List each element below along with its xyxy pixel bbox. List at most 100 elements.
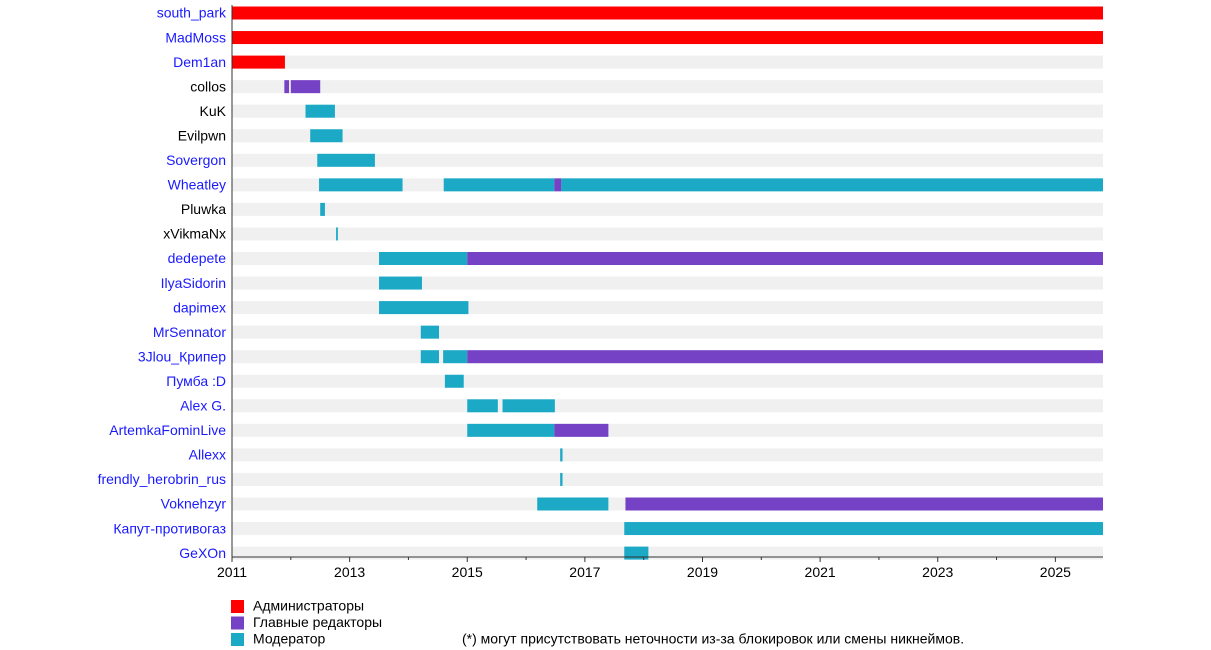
row-background xyxy=(232,374,1103,388)
timeline-row: 3Jlou_Крипер xyxy=(138,348,1103,364)
timeline-row: dapimex xyxy=(173,299,1103,315)
user-link[interactable]: Sovergon xyxy=(166,152,226,168)
user-link[interactable]: dapimex xyxy=(173,299,226,315)
timeline-row: IlyaSidorin xyxy=(161,275,1103,291)
timeline-row: GeXOn xyxy=(179,545,1103,561)
user-link[interactable]: Капут-противогаз xyxy=(113,520,226,536)
user-label: Pluwka xyxy=(181,201,226,217)
row-background xyxy=(232,276,1103,290)
bar-chief_editor xyxy=(554,178,562,192)
x-tick-label: 2025 xyxy=(1040,564,1071,580)
row-background xyxy=(232,104,1103,118)
legend-label-moderator: Модератор xyxy=(253,631,326,647)
bar-moderator xyxy=(379,252,468,265)
user-link[interactable]: GeXOn xyxy=(179,545,226,561)
user-link[interactable]: IlyaSidorin xyxy=(161,275,226,291)
timeline-row: Pluwka xyxy=(181,201,1103,217)
row-background xyxy=(232,129,1103,143)
timeline-row: Evilpwn xyxy=(178,127,1103,143)
user-label: collos xyxy=(190,78,226,94)
row-background xyxy=(232,546,1103,560)
legend-swatch-admin xyxy=(231,600,244,613)
user-link[interactable]: Alex G. xyxy=(180,398,226,414)
row-background xyxy=(232,472,1103,486)
bar-moderator xyxy=(379,301,469,315)
bar-moderator xyxy=(502,399,555,413)
bar-moderator xyxy=(305,104,335,118)
user-label: Evilpwn xyxy=(178,127,226,143)
bar-admin xyxy=(232,55,285,69)
bar-moderator xyxy=(560,448,563,462)
legend-swatch-moderator xyxy=(231,633,244,646)
timeline-row: dedepete xyxy=(168,250,1103,266)
row-background xyxy=(232,399,1103,413)
bar-moderator xyxy=(379,276,422,290)
timeline-row: Alex G. xyxy=(180,398,1103,414)
row-background xyxy=(232,227,1103,241)
bar-chief_editor xyxy=(625,497,1103,511)
bar-chief_editor xyxy=(284,80,290,94)
timeline-row: Пумба :D xyxy=(166,373,1103,389)
bar-chief_editor xyxy=(467,350,1103,364)
x-tick-label: 2015 xyxy=(452,564,483,580)
row-background xyxy=(232,153,1103,167)
row-background xyxy=(232,325,1103,339)
user-link[interactable]: Voknehzyr xyxy=(161,496,227,512)
bar-moderator xyxy=(320,202,325,216)
bar-admin xyxy=(232,6,1103,20)
timeline-row: MrSennator xyxy=(153,324,1103,340)
user-link[interactable]: MadMoss xyxy=(165,29,226,45)
timeline-row: collos xyxy=(190,78,1103,94)
bar-moderator xyxy=(420,325,440,339)
user-link[interactable]: Wheatley xyxy=(168,177,226,193)
bar-chief_editor xyxy=(554,423,609,437)
timeline-row: south_park xyxy=(157,5,1103,21)
bar-moderator xyxy=(443,178,555,192)
user-label: xVikmaNx xyxy=(163,226,226,242)
legend-label-chief_editor: Главные редакторы xyxy=(253,614,382,630)
timeline-row: MadMoss xyxy=(165,29,1103,45)
user-link[interactable]: Пумба :D xyxy=(166,373,226,389)
user-link[interactable]: south_park xyxy=(157,5,227,21)
user-link[interactable]: MrSennator xyxy=(153,324,226,340)
bar-moderator xyxy=(467,423,555,437)
x-tick-label: 2023 xyxy=(922,564,953,580)
user-link[interactable]: dedepete xyxy=(168,250,227,266)
bar-moderator xyxy=(467,399,498,413)
bar-chief_editor xyxy=(467,252,1103,265)
row-background xyxy=(232,80,1103,94)
bar-moderator xyxy=(560,472,563,486)
x-tick-label: 2021 xyxy=(805,564,836,580)
bar-moderator xyxy=(319,178,403,192)
bar-moderator xyxy=(443,350,468,364)
user-link[interactable]: Allexx xyxy=(189,447,226,463)
bar-admin xyxy=(232,31,1103,45)
legend-label-admin: Администраторы xyxy=(253,598,364,614)
bar-chief_editor xyxy=(290,80,321,94)
timeline-row: Allexx xyxy=(189,447,1103,463)
user-link[interactable]: frendly_herobrin_rus xyxy=(98,471,226,487)
bar-moderator xyxy=(537,497,609,511)
row-background xyxy=(232,202,1103,216)
timeline-row: Dem1an xyxy=(173,54,1103,70)
row-background xyxy=(232,423,1103,437)
user-link[interactable]: 3Jlou_Крипер xyxy=(138,348,226,364)
legend-swatch-chief_editor xyxy=(231,616,244,630)
x-tick-label: 2011 xyxy=(217,564,247,580)
row-background xyxy=(232,55,1103,69)
user-link[interactable]: Dem1an xyxy=(173,54,226,70)
bar-moderator xyxy=(420,350,440,364)
user-link[interactable]: ArtemkaFominLive xyxy=(109,422,226,438)
bar-moderator xyxy=(561,178,1103,192)
bar-moderator xyxy=(624,546,649,560)
timeline-row: Wheatley xyxy=(168,177,1103,193)
bar-moderator xyxy=(317,153,375,167)
bar-moderator xyxy=(444,374,464,388)
timeline-row: KuK xyxy=(200,103,1103,119)
timeline-row: Voknehzyr xyxy=(161,496,1103,512)
timeline-row: ArtemkaFominLive xyxy=(109,422,1103,438)
timeline-row: Sovergon xyxy=(166,152,1103,168)
row-background xyxy=(232,448,1103,462)
bar-moderator xyxy=(624,522,1103,536)
